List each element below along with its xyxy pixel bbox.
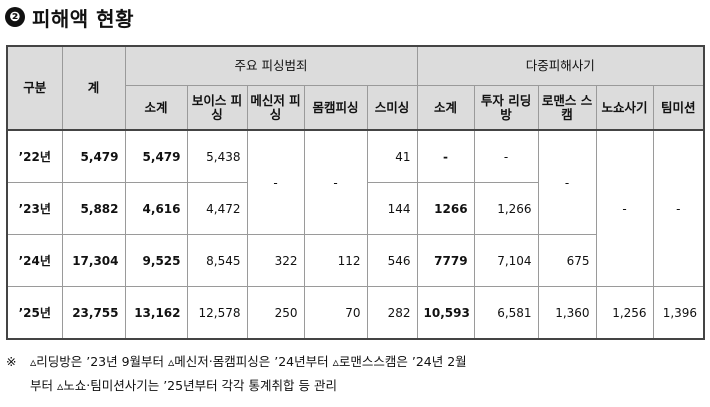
cell-multi-subtotal: 10,593: [416, 286, 475, 340]
cell-romance: 675: [537, 234, 597, 287]
cell-smishing: 41: [366, 129, 418, 183]
cell-major-subtotal: 9,525: [124, 234, 188, 287]
header-group-major-phishing: 주요 피싱범죄: [124, 45, 418, 86]
header-category: 구분: [6, 45, 63, 131]
cell-romance: 1,360: [537, 286, 597, 340]
table-row: ’24년 17,304 9,525 8,545 322 112 546 7779…: [6, 234, 704, 287]
footnote-line-1: ※ ▵리딩방은 ’23년 9월부터 ▵메신저‧몸캠피싱은 ’24년부터 ▵로맨스스…: [6, 350, 706, 374]
table-row: ’22년 5,479 5,479 5,438 - - 41 - - - - -: [6, 129, 705, 287]
cell-major-subtotal: 5,479: [124, 129, 188, 183]
cell-invest: 1,266: [473, 182, 539, 235]
cell-invest: 7,104: [473, 234, 539, 287]
cell-teammission: 1,396: [652, 286, 705, 340]
cell-invest: 6,581: [473, 286, 539, 340]
header-voice-phishing: 보이스 피싱: [186, 85, 248, 131]
cell-voice: 4,472: [186, 182, 248, 235]
row-year: ’23년: [6, 182, 63, 235]
row-year: ’22년: [6, 129, 63, 183]
header-invest-reading: 투자 리딩방: [473, 85, 539, 131]
cell-voice: 8,545: [186, 234, 248, 287]
cell-momcam: 112: [303, 234, 368, 287]
header-romance-scam: 로맨스 스캠: [537, 85, 597, 131]
row-year: ’24년: [6, 234, 63, 287]
cell-multi-subtotal: 1266: [416, 182, 475, 235]
cell-invest: -: [473, 129, 539, 183]
table-row: ’23년 5,882 4,616 4,472 144 1266 1,266: [6, 182, 704, 235]
header-messenger-phishing: 메신저 피싱: [246, 85, 305, 131]
header-total: 계: [61, 45, 126, 131]
header-multi-subtotal: 소계: [416, 85, 475, 131]
footnote-text-1: ▵리딩방은 ’23년 9월부터 ▵메신저‧몸캠피싱은 ’24년부터 ▵로맨스스캠…: [30, 354, 467, 369]
section-number-badge: ❷: [5, 7, 25, 27]
cell-teammission-merged: -: [652, 129, 705, 287]
table-row: ’25년 23,755 13,162 12,578 250 70 282 10,…: [6, 286, 705, 340]
cell-messenger: 322: [246, 234, 305, 287]
cell-noshow: 1,256: [595, 286, 654, 340]
cell-total: 5,479: [61, 129, 126, 183]
header-major-subtotal: 소계: [124, 85, 188, 131]
cell-noshow-merged: -: [595, 129, 654, 287]
cell-total: 5,882: [61, 182, 126, 235]
cell-multi-subtotal: -: [416, 129, 475, 183]
footnote-line-2: 부터 ▵노쇼‧팀미션사기는 ’25년부터 각각 통계취합 등 관리: [30, 378, 337, 393]
cell-messenger: 250: [246, 286, 305, 340]
footnote: ※ ▵리딩방은 ’23년 9월부터 ▵메신저‧몸캠피싱은 ’24년부터 ▵로맨스스…: [6, 350, 706, 398]
cell-voice: 12,578: [186, 286, 248, 340]
cell-momcam: 70: [303, 286, 368, 340]
header-smishing: 스미싱: [366, 85, 418, 131]
row-year: ’25년: [6, 286, 63, 340]
damage-amount-table: 구분 계 주요 피싱범죄 다중피해사기 소계 보이스 피싱 메신저 피싱 몸캠피…: [6, 45, 706, 340]
cell-major-subtotal: 13,162: [124, 286, 188, 340]
cell-voice: 5,438: [186, 129, 248, 183]
header-group-multi-fraud: 다중피해사기: [416, 45, 705, 86]
cell-smishing: 546: [366, 234, 418, 287]
cell-major-subtotal: 4,616: [124, 182, 188, 235]
cell-total: 17,304: [61, 234, 126, 287]
header-team-mission: 팀미션: [652, 85, 705, 131]
header-noshow-fraud: 노쇼사기: [595, 85, 654, 131]
cell-momcam-merged: -: [303, 129, 368, 235]
section-heading: ❷ 피해액 현황: [5, 2, 134, 32]
section-title: 피해액 현황: [32, 6, 134, 31]
cell-total: 23,755: [61, 286, 126, 340]
reference-mark: ※: [6, 354, 17, 369]
cell-smishing: 282: [366, 286, 418, 340]
cell-multi-subtotal: 7779: [416, 234, 475, 287]
cell-messenger-merged: -: [246, 129, 305, 235]
cell-smishing: 144: [366, 182, 418, 235]
header-momcam-phishing: 몸캠피싱: [303, 85, 368, 131]
cell-romance-merged: -: [537, 129, 597, 235]
